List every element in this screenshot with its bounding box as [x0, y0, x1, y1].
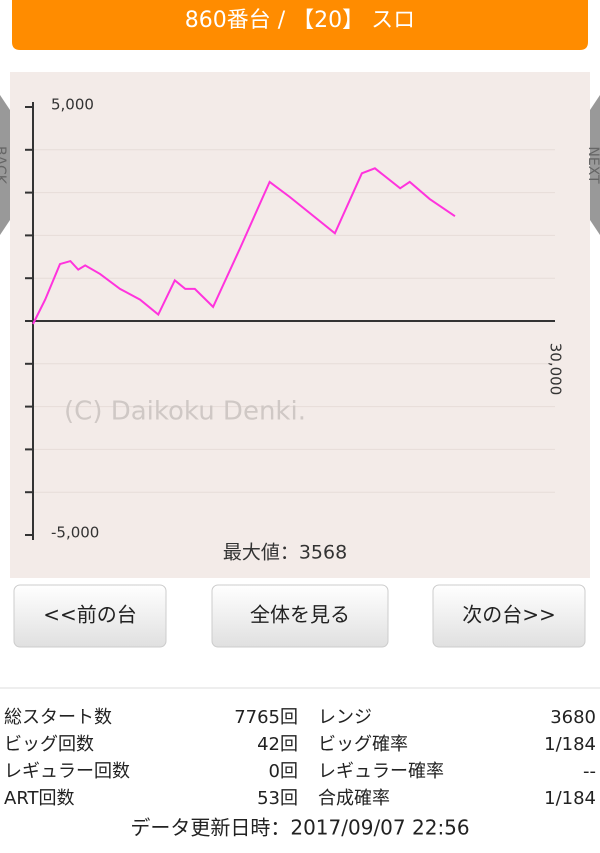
buttons: <<前の台 全体を見る 次の台>>: [13, 584, 586, 648]
nav-button[interactable]: [432, 584, 586, 648]
stat-value: --: [583, 761, 596, 782]
stat-value: 3680: [550, 707, 596, 728]
stat-value: 42回: [257, 734, 298, 755]
stat-label: ビッグ確率: [318, 734, 408, 755]
stats: 総スタート数 7765回 レンジ 3680 ビッグ回数 42回 ビッグ確率 1/184 レギュラ…: [0, 687, 600, 809]
next-arrow[interactable]: [590, 95, 600, 235]
chart-bg: [10, 72, 590, 578]
updated: データ更新日時：2017/09/07 22:56: [130, 816, 469, 840]
stat-value: 53回: [257, 788, 298, 809]
stat-label: 総スタート数: [4, 707, 112, 728]
max-label: 最大値：3568: [223, 542, 347, 564]
nav-button[interactable]: [211, 584, 389, 648]
nav-button-label[interactable]: <<前の台: [43, 603, 137, 627]
nav-button-label[interactable]: 次の台>>: [462, 603, 556, 627]
nav-button[interactable]: [13, 584, 167, 648]
stat-label: レンジ: [318, 707, 372, 728]
stat-value: 1/184: [544, 734, 596, 755]
header-title: 860番台 / 【20】 スロ: [185, 8, 415, 33]
stat-label: レギュラー回数: [4, 761, 130, 782]
watermark: (C) Daikoku Denki.: [64, 397, 306, 427]
stat-value: 7765回: [234, 707, 298, 728]
data-line: [32, 167, 456, 325]
back-label[interactable]: BACK: [0, 146, 8, 185]
stat-label: レギュラー確率: [318, 761, 444, 782]
stat-label: ART回数: [4, 788, 75, 809]
y-tick-label: 5,000: [51, 96, 94, 114]
header-bar: [12, 0, 588, 50]
stat-label: ビッグ回数: [4, 734, 94, 755]
stat-label: 合成確率: [318, 788, 390, 809]
stat-value: 0回: [269, 761, 298, 782]
next-label[interactable]: NEXT: [585, 146, 600, 184]
y-tick-label: -5,000: [51, 524, 99, 542]
nav-button-label[interactable]: 全体を見る: [250, 603, 350, 627]
x-tick-label: 30,000: [547, 343, 565, 396]
plot: 5,000 -5,000 30,000: [25, 96, 565, 542]
stat-value: 1/184: [544, 788, 596, 809]
back-arrow[interactable]: [0, 95, 10, 235]
